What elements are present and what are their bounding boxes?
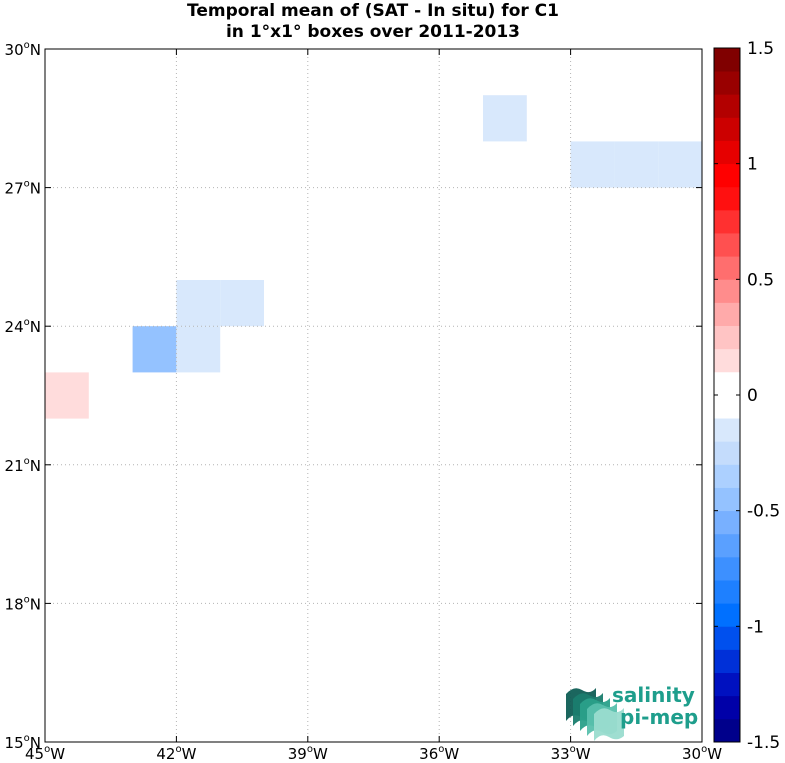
colorbar-segment <box>714 695 740 720</box>
grid-lines <box>45 49 702 742</box>
heatmap-cell <box>570 141 615 188</box>
colorbar-segment <box>714 186 740 211</box>
colorbar-segment <box>714 71 740 95</box>
x-tick-label: 39oW <box>288 744 328 763</box>
colorbar-segment <box>714 325 740 350</box>
title-line-2: in 1°x1° boxes over 2011-2013 <box>226 22 520 42</box>
map-plot-area <box>44 48 703 743</box>
colorbar-segment <box>714 580 740 604</box>
colorbar-segment <box>714 556 740 581</box>
colorbar-segment <box>714 418 740 442</box>
title-line-1: Temporal mean of (SAT - In situ) for C1 <box>187 1 559 21</box>
colorbar-segment <box>714 672 740 697</box>
colorbar-segment <box>714 117 740 141</box>
colorbar-segment <box>714 209 740 234</box>
colorbar-segment <box>714 279 740 303</box>
colorbar-segment <box>714 441 740 465</box>
colorbar-tick-label: -0.5 <box>747 502 780 522</box>
colorbar-segment <box>714 302 740 326</box>
heatmap-cell <box>176 326 221 373</box>
colorbar-segment <box>714 395 740 419</box>
heatmap-cells <box>45 95 702 419</box>
colorbar: 1.5 1 0.5 0 -0.5 -1 -1.5 <box>713 39 780 753</box>
heatmap-cell <box>220 280 264 327</box>
y-tick-label: 18oN <box>5 594 41 613</box>
colorbar-segment <box>714 718 740 743</box>
y-tick-label: 30oN <box>5 40 41 59</box>
colorbar-segment <box>714 48 740 72</box>
colorbar-segment <box>714 533 740 558</box>
x-axis-tick-labels: 45oW 42oW 39oW 36oW 33oW 30oW <box>25 744 722 763</box>
y-axis-tick-labels: 30oN 27oN 24oN 21oN 18oN 15oN <box>5 40 41 752</box>
colorbar-segment <box>714 140 740 165</box>
logo-wave-icon <box>594 708 624 741</box>
colorbar-tick-label: 1 <box>747 155 758 175</box>
x-tick-label: 45oW <box>25 744 65 763</box>
colorbar-segment <box>714 626 740 650</box>
colorbar-segment <box>714 233 740 257</box>
logo-text-salinity: salinity <box>612 683 695 707</box>
y-tick-label: 27oN <box>5 179 41 198</box>
colorbar-segment <box>714 649 740 673</box>
x-tick-label: 33oW <box>551 744 591 763</box>
x-tick-label: 36oW <box>419 744 459 763</box>
x-tick-label: 30oW <box>682 744 722 763</box>
y-tick-label: 21oN <box>5 456 41 475</box>
colorbar-tick-label: -1 <box>747 617 764 637</box>
colorbar-tick-label: 0 <box>747 386 758 406</box>
heatmap-cell <box>483 95 527 142</box>
heatmap-cell <box>132 326 177 373</box>
colorbar-tick-label: 1.5 <box>747 39 774 59</box>
chart-title: Temporal mean of (SAT - In situ) for C1i… <box>187 1 559 42</box>
y-tick-label: 24oN <box>5 317 41 336</box>
heatmap-cell <box>614 141 659 188</box>
colorbar-segment <box>714 510 740 535</box>
y-tick-label: 15oN <box>5 733 41 752</box>
colorbar-segment <box>714 487 740 512</box>
colorbar-tick-label: 0.5 <box>747 270 774 290</box>
colorbar-segment <box>714 603 740 627</box>
colorbar-segment <box>714 256 740 280</box>
x-tick-label: 42oW <box>156 744 196 763</box>
plot-frame <box>44 48 703 743</box>
heatmap-cell <box>45 372 89 419</box>
colorbar-segment <box>714 371 740 396</box>
colorbar-segment <box>714 464 740 488</box>
heatmap-cell <box>658 141 702 188</box>
heatmap-cell <box>176 280 221 327</box>
colorbar-segment <box>714 163 740 188</box>
colorbar-segment <box>714 94 740 118</box>
colorbar-segment <box>714 348 740 373</box>
logo-text-pimep: pi-mep <box>620 705 698 729</box>
axis-ticks <box>44 48 703 743</box>
colorbar-tick-label: -1.5 <box>747 733 780 753</box>
